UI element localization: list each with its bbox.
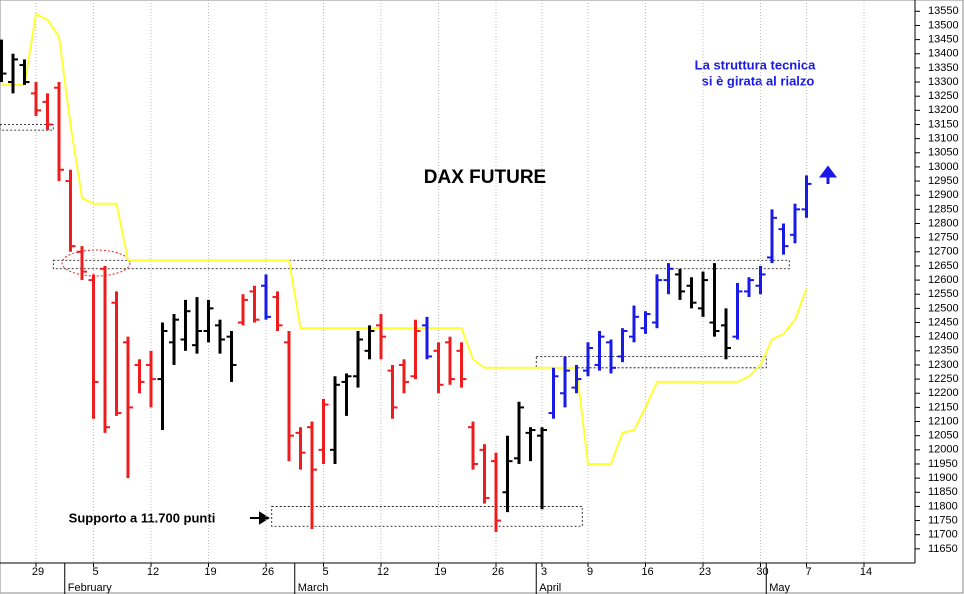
y-tick-label: 12550: [928, 288, 959, 300]
y-tick-label: 13100: [928, 133, 959, 145]
x-tick-label: 19: [434, 566, 446, 578]
y-tick-label: 12300: [928, 359, 959, 371]
month-label: February: [68, 582, 113, 594]
y-tick-label: 12450: [928, 316, 959, 328]
x-tick-label: 12: [377, 566, 389, 578]
y-tick-label: 12850: [928, 203, 959, 215]
x-tick-label: 5: [92, 566, 98, 578]
x-tick-label: 19: [204, 566, 216, 578]
y-tick-label: 11850: [928, 486, 958, 498]
y-tick-label: 13150: [928, 118, 959, 130]
zone: [535, 356, 767, 369]
zone: [52, 259, 790, 270]
y-tick-label: 12900: [928, 189, 959, 201]
y-tick-label: 13300: [928, 76, 959, 88]
y-tick-label: 13250: [928, 90, 959, 102]
x-tick-label: 23: [699, 566, 711, 578]
y-tick-label: 11700: [928, 529, 958, 541]
y-tick-label: 11900: [928, 472, 958, 484]
y-tick-label: 12700: [928, 246, 959, 258]
y-tick-label: 13050: [928, 147, 959, 159]
y-tick-label: 11950: [928, 458, 958, 470]
y-tick-label: 12400: [928, 331, 959, 343]
y-tick-label: 12650: [928, 260, 959, 272]
y-tick-label: 12600: [928, 274, 959, 286]
y-tick-label: 12250: [928, 373, 959, 385]
x-tick-label: 16: [641, 566, 653, 578]
x-tick-label: 7: [805, 566, 811, 578]
y-tick-label: 12800: [928, 217, 959, 229]
y-tick-label: 13450: [928, 34, 959, 46]
arrow: [250, 511, 270, 525]
up-arrow: [819, 165, 837, 184]
zone: [271, 506, 583, 527]
month-label: April: [539, 582, 561, 594]
y-tick-label: 13350: [928, 62, 959, 74]
x-tick-label: 30: [756, 566, 768, 578]
highlight-ellipse: [61, 249, 131, 277]
y-tick-label: 11750: [928, 514, 958, 526]
x-tick-label: 12: [147, 566, 159, 578]
x-tick-label: 14: [860, 566, 872, 578]
y-tick-label: 13200: [928, 104, 959, 116]
y-tick-label: 11650: [928, 543, 958, 555]
annotation: La struttura tecnica: [695, 57, 816, 72]
zone: [0, 124, 54, 131]
x-tick-label: 26: [262, 566, 274, 578]
y-tick-label: 13000: [928, 161, 959, 173]
x-tick-label: 5: [322, 566, 328, 578]
chart-title: DAX FUTURE: [424, 167, 546, 188]
y-tick-label: 11800: [928, 500, 958, 512]
support-note: Supporto a 11.700 punti: [69, 510, 216, 525]
y-tick-label: 12350: [928, 345, 959, 357]
y-tick-label: 12750: [928, 232, 959, 244]
annotation: si è girata al rialzo: [702, 73, 815, 88]
y-tick-label: 12950: [928, 175, 959, 187]
y-tick-label: 13400: [928, 48, 959, 60]
y-tick-label: 12100: [928, 415, 959, 427]
month-label: May: [769, 582, 790, 594]
y-tick-label: 12000: [928, 444, 959, 456]
y-tick-label: 12200: [928, 387, 959, 399]
y-tick-label: 12050: [928, 430, 959, 442]
x-tick-label: 3: [541, 566, 547, 578]
y-tick-label: 12150: [928, 401, 959, 413]
stop-line: [1, 12, 808, 465]
y-tick-label: 13500: [928, 19, 959, 31]
y-tick-label: 12500: [928, 302, 959, 314]
y-tick-label: 13550: [928, 5, 959, 17]
x-tick-label: 29: [32, 566, 44, 578]
month-label: March: [298, 582, 329, 594]
x-tick-label: 9: [587, 566, 593, 578]
x-tick-label: 26: [492, 566, 504, 578]
